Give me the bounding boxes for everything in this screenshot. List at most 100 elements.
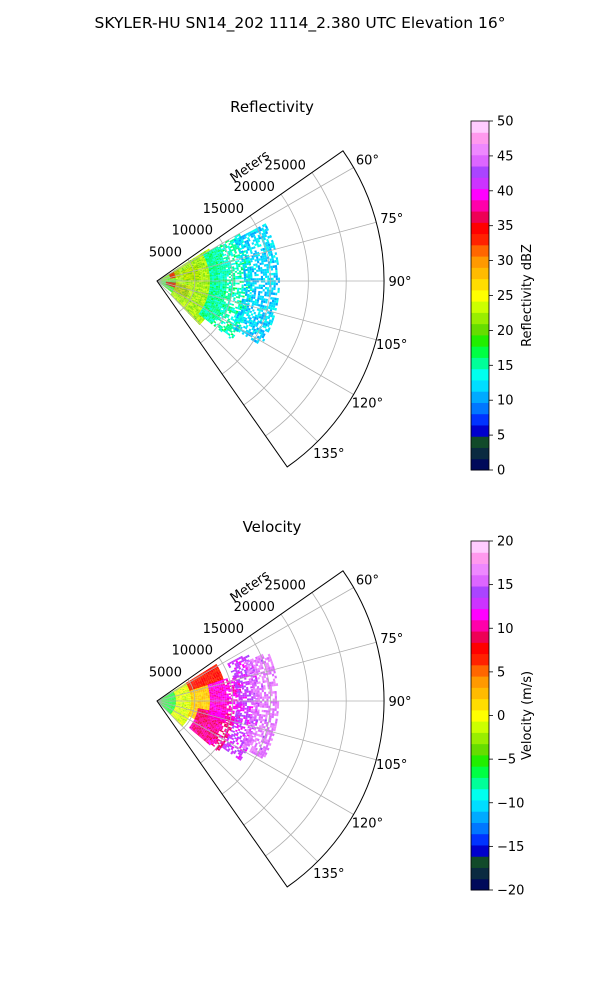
data-cell (169, 275, 172, 277)
data-cell (193, 292, 196, 294)
data-cell (219, 327, 223, 330)
data-cell (198, 300, 202, 302)
data-cell (266, 291, 269, 295)
data-cell (218, 252, 222, 255)
data-cell (177, 291, 180, 294)
data-cell (211, 275, 215, 277)
data-cell (186, 275, 189, 277)
data-cell (270, 267, 274, 271)
data-cell (198, 321, 202, 325)
data-cell (265, 282, 268, 285)
data-cell (208, 300, 211, 303)
data-cell (214, 277, 217, 279)
data-cell (181, 297, 184, 300)
colorbar-swatch (471, 334, 489, 347)
data-cell (180, 281, 183, 283)
data-cell (177, 275, 180, 277)
data-cell (176, 273, 180, 275)
data-cell (180, 272, 184, 274)
data-cell (197, 314, 200, 317)
data-cell (228, 268, 231, 271)
data-cell (203, 300, 206, 303)
data-cell (251, 294, 254, 297)
data-cell (220, 287, 223, 290)
data-cell (192, 261, 195, 264)
data-cell (220, 304, 223, 307)
data-cell (211, 284, 215, 286)
data-cell (197, 282, 200, 284)
data-cell (171, 274, 174, 276)
data-cell (185, 298, 188, 301)
data-cell (164, 284, 167, 286)
data-cell (182, 281, 185, 283)
data-cell (216, 317, 219, 320)
data-cell (245, 284, 249, 287)
data-cell (201, 260, 204, 263)
data-cell (186, 296, 189, 299)
data-cell (211, 290, 214, 292)
data-cell (210, 267, 213, 270)
data-cell (166, 276, 170, 278)
data-cell (183, 286, 186, 288)
data-cell (220, 295, 224, 298)
data-cell (193, 268, 196, 271)
data-cell (209, 296, 212, 299)
data-cell (203, 286, 206, 288)
data-cell (174, 288, 177, 290)
data-cell (217, 298, 221, 300)
data-cell (262, 268, 265, 272)
data-cell (198, 296, 201, 299)
data-cell (264, 271, 268, 274)
data-cell (173, 277, 177, 279)
data-cell (176, 296, 179, 299)
data-cell (203, 299, 206, 302)
data-cell (183, 293, 186, 296)
data-cell (234, 287, 238, 290)
data-cell (184, 699, 187, 701)
data-cell (190, 281, 193, 283)
data-cell (203, 260, 207, 263)
data-cell (223, 257, 226, 260)
data-cell (192, 293, 195, 296)
data-cell (197, 311, 200, 314)
data-cell (192, 274, 195, 276)
data-cell (210, 317, 214, 320)
data-cell (219, 243, 222, 247)
data-cell (207, 257, 210, 260)
data-cell (202, 297, 205, 300)
data-cell (207, 297, 210, 300)
data-cell (184, 281, 187, 283)
data-cell (178, 290, 181, 292)
data-cell (199, 262, 203, 265)
colorbar-tick-label: 30 (497, 254, 514, 269)
data-cell (163, 279, 166, 280)
data-cell (201, 283, 204, 285)
data-cell (277, 287, 280, 291)
data-cell (179, 275, 182, 277)
data-cell (216, 315, 220, 319)
data-cell (209, 278, 213, 280)
data-cell (179, 269, 183, 271)
data-cell (220, 275, 223, 278)
data-cell (200, 296, 203, 299)
data-cell (238, 291, 242, 294)
data-cell (205, 305, 209, 308)
data-cell (250, 298, 254, 301)
data-cell (187, 295, 190, 298)
data-cell (184, 270, 187, 272)
data-cell (250, 286, 253, 289)
data-cell (194, 281, 198, 283)
data-cell (216, 277, 219, 279)
data-cell (181, 303, 184, 306)
data-cell (245, 287, 248, 290)
data-cell (188, 281, 191, 282)
data-cell (185, 308, 188, 311)
data-cell (224, 276, 227, 279)
data-cell (221, 293, 224, 296)
data-cell (208, 320, 212, 324)
data-cell (207, 262, 210, 265)
data-cell (251, 268, 255, 271)
data-cell (184, 276, 187, 278)
colorbar-swatch (471, 211, 489, 223)
